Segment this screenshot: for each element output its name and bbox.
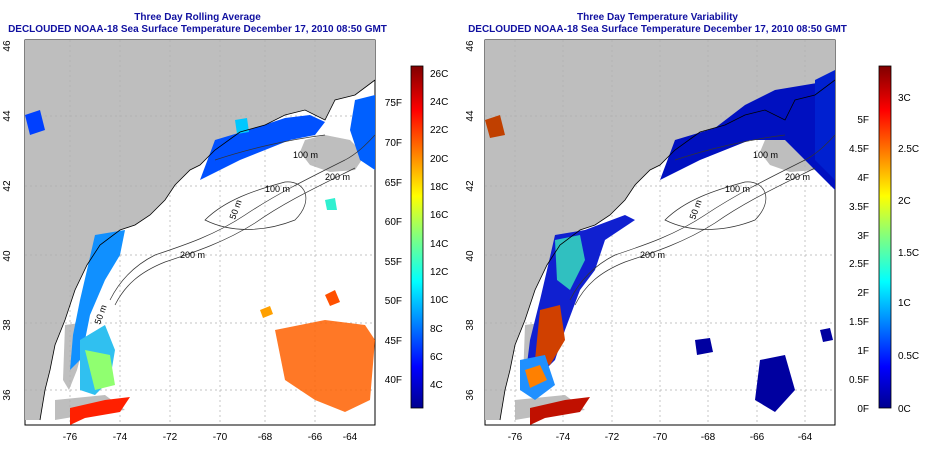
right-lat-axis: 36 38 40 42 44 46 [465, 40, 476, 401]
colorbar-f-label: 3F [857, 231, 869, 242]
left-lon-axis: -76 -74 -72 -70 -68 -66 -64 [63, 432, 358, 443]
lat-tick-label: 36 [465, 389, 476, 401]
colorbar-f-label: 55F [385, 257, 402, 268]
depth-label: 100 m [725, 184, 750, 194]
colorbar-f-label: 2F [857, 288, 869, 299]
colorbar-f-label: 5F [857, 115, 869, 126]
colorbar-f-label: 2.5F [849, 259, 869, 270]
colorbar-c-label: 18C [430, 182, 448, 193]
lat-tick-label: 42 [465, 180, 476, 192]
lat-tick-label: 46 [2, 40, 13, 52]
colorbar-c-label: 0C [898, 404, 911, 415]
colorbar-f-label: 1F [857, 346, 869, 357]
colorbar-c-label: 1C [898, 298, 911, 309]
colorbar-c-label: 26C [430, 69, 448, 80]
lat-tick-label: 40 [465, 250, 476, 262]
colorbar-f-label: 75F [385, 98, 402, 109]
depth-label: 200 m [640, 250, 665, 260]
lat-tick-label: 44 [465, 110, 476, 122]
depth-label: 100 m [293, 150, 318, 160]
lat-tick-label: 42 [2, 180, 13, 192]
depth-label: 100 m [753, 150, 778, 160]
colorbar-c-label: 2C [898, 196, 911, 207]
left-map: 100 m 200 m 100 m 50 m 200 m 50 m [24, 39, 376, 426]
colorbar-c-label: 20C [430, 154, 448, 165]
colorbar-c-label: 22C [430, 125, 448, 136]
lat-tick-label: 38 [465, 319, 476, 331]
colorbar-c-label: 16C [430, 210, 448, 221]
lon-tick-label: -76 [508, 432, 523, 443]
right-lon-axis: -76 -74 -72 -70 -68 -66 -64 [508, 432, 813, 443]
depth-label: 200 m [785, 172, 810, 182]
colorbar-f-label: 0.5F [849, 375, 869, 386]
colorbar-f-label: 65F [385, 178, 402, 189]
lon-tick-label: -72 [605, 432, 620, 443]
lon-tick-label: -70 [213, 432, 228, 443]
colorbar-c-label: 0.5C [898, 351, 919, 362]
colorbar-f-label: 3.5F [849, 202, 869, 213]
left-lat-axis: 36 38 40 42 44 46 [2, 40, 13, 401]
lon-tick-label: -66 [750, 432, 765, 443]
lat-tick-label: 36 [2, 389, 13, 401]
right-colorbar: 0C 0.5C 1C 1.5C 2C 2.5C 3C 0F 0.5F 1F 1.… [849, 65, 919, 415]
right-map-subtitle: DECLOUDED NOAA-18 Sea Surface Temperatur… [468, 24, 847, 35]
depth-label: 200 m [180, 250, 205, 260]
left-map-subtitle: DECLOUDED NOAA-18 Sea Surface Temperatur… [8, 24, 387, 35]
lon-tick-label: -68 [701, 432, 716, 443]
lat-tick-label: 40 [2, 250, 13, 262]
left-depth-contours [109, 134, 376, 306]
lon-tick-label: -64 [343, 432, 358, 443]
colorbar-c-label: 6C [430, 352, 443, 363]
colorbar-c-label: 10C [430, 295, 448, 306]
depth-label: 200 m [325, 172, 350, 182]
colorbar-f-label: 1.5F [849, 317, 869, 328]
colorbar-c-label: 2.5C [898, 144, 919, 155]
colorbar-c-label: 3C [898, 93, 911, 104]
lon-tick-label: -74 [113, 432, 128, 443]
left-map-title: Three Day Rolling Average [134, 12, 261, 23]
colorbar-f-label: 60F [385, 217, 402, 228]
lon-tick-label: -74 [556, 432, 571, 443]
colorbar-c-label: 12C [430, 267, 448, 278]
lon-tick-label: -68 [258, 432, 273, 443]
colorbar-f-label: 70F [385, 138, 402, 149]
colorbar-c-label: 8C [430, 324, 443, 335]
lon-tick-label: -66 [308, 432, 323, 443]
lat-tick-label: 44 [2, 110, 13, 122]
left-colorbar: 4C 6C 8C 10C 12C 14C 16C 18C 20C 22C 24C… [385, 65, 448, 409]
right-map-title: Three Day Temperature Variability [577, 12, 738, 23]
colorbar-f-label: 4F [857, 173, 869, 184]
lat-tick-label: 38 [2, 319, 13, 331]
colorbar-c-label: 4C [430, 380, 443, 391]
lon-tick-label: -76 [63, 432, 78, 443]
colorbar-f-label: 50F [385, 296, 402, 307]
colorbar-f-label: 4.5F [849, 144, 869, 155]
lon-tick-label: -70 [653, 432, 668, 443]
right-depth-contours [569, 134, 836, 306]
right-map: 100 m 200 m 100 m 50 m 200 m [484, 39, 836, 426]
lat-tick-label: 46 [465, 40, 476, 52]
depth-label: 100 m [265, 184, 290, 194]
colorbar-c-label: 24C [430, 97, 448, 108]
left-sst-field [25, 95, 375, 425]
lon-tick-label: -72 [163, 432, 178, 443]
colorbar-c-label: 14C [430, 239, 448, 250]
colorbar-f-label: 0F [857, 404, 869, 415]
lon-tick-label: -64 [798, 432, 813, 443]
colorbar-c-label: 1.5C [898, 248, 919, 259]
colorbar-f-label: 45F [385, 336, 402, 347]
colorbar-f-label: 40F [385, 375, 402, 386]
